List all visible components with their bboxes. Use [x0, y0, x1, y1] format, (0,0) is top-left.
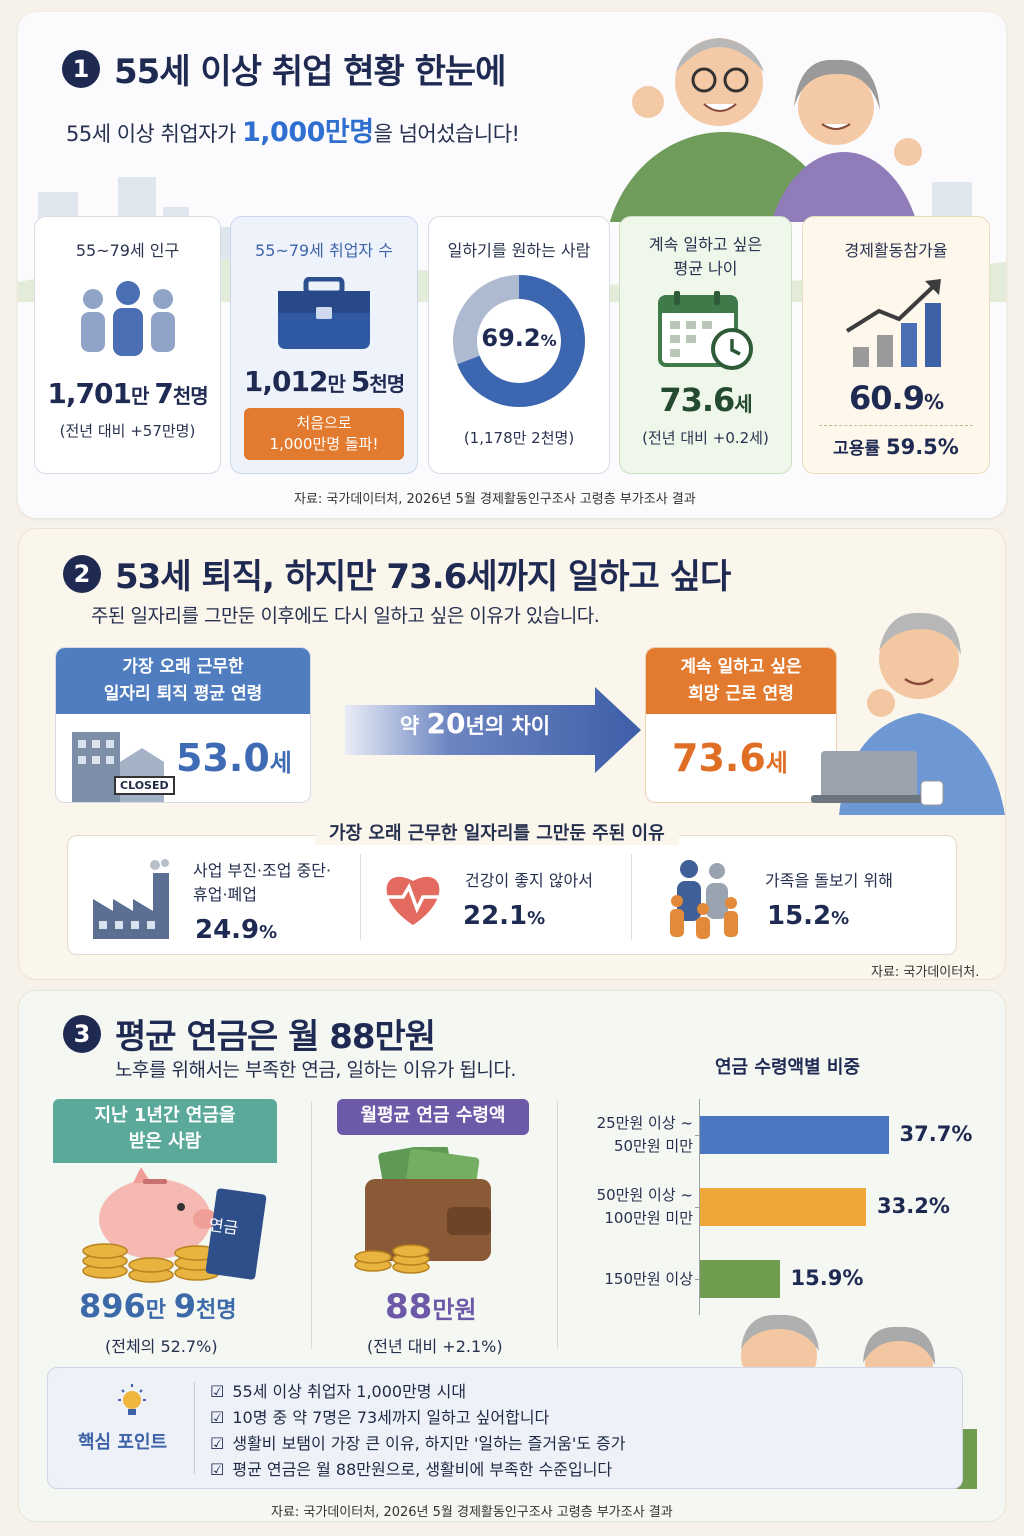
section1-heading: 1 55세 이상 취업 현황 한눈에	[62, 44, 506, 93]
closed-building-icon	[72, 732, 164, 802]
bar-tick	[695, 1135, 703, 1136]
milestone-badge: 처음으로 1,000만명 돌파!	[244, 408, 404, 460]
section-number-badge: 3	[63, 1014, 101, 1053]
bar	[700, 1188, 866, 1226]
stat-card-employed: 55~79세 취업자 수 1,012만 5천명 처음으로 1,000만명 돌파!	[230, 216, 418, 474]
bar-tick	[695, 1207, 703, 1208]
checkbox-icon: ☑	[210, 1434, 225, 1453]
reason-business-value: 24.9%	[195, 915, 278, 945]
population-change: (전년 대비 +57만명)	[59, 422, 196, 440]
retirement-age-value: 53.0세	[176, 736, 292, 780]
bar-category-label: 25만원 이상 ~50만원 미만	[596, 1114, 693, 1155]
monthly-pension-head: 월평균 연금 수령액	[337, 1099, 529, 1135]
card-label: 경제활동참가율	[844, 241, 948, 260]
reason-family-value: 15.2%	[767, 901, 850, 931]
want-work-count: (1,178만 2천명)	[463, 429, 575, 447]
participation-value: 60.9%	[849, 379, 944, 417]
reason-health-label: 건강이 좋지 않아서	[465, 871, 593, 890]
key-point-item: ☑ 평균 연금은 월 88만원으로, 생활비에 부족한 수준입니다	[210, 1460, 613, 1479]
key-points-title: 핵심 포인트	[78, 1432, 168, 1453]
donut-value: 69.2%	[481, 324, 557, 352]
donut-arc-value	[453, 275, 585, 407]
briefcase-icon	[278, 276, 370, 349]
key-point-item: ☑ 55세 이상 취업자 1,000만명 시대	[210, 1382, 467, 1401]
stat-card-want-work: 일하기를 원하는 사람 69.2% (1,178만 2천명)	[428, 216, 610, 474]
source-note: 자료: 국가데이터처, 2026년 5월 경제활동인구조사 고령층 부가조사 결…	[271, 1505, 673, 1520]
donut-chart: 69.2%	[449, 271, 589, 411]
bar-value-label: 33.2%	[877, 1194, 950, 1218]
checkbox-icon: ☑	[210, 1382, 225, 1401]
reason-health-value: 22.1%	[463, 901, 546, 931]
key-points-panel: 핵심 포인트 ☑ 55세 이상 취업자 1,000만명 시대 ☑ 10명 중 약 7…	[47, 1367, 963, 1489]
section-number-badge: 2	[63, 554, 101, 593]
reason-family-label: 가족을 돌보기 위해	[765, 871, 893, 890]
population-value: 1,701만 7천명	[47, 377, 208, 410]
section-retirement-age: 2 53세 퇴직, 하지만 73.6세까지 일하고 싶다 주된 일자리를 그만둔…	[18, 528, 1006, 980]
card-label: 55~79세 인구	[75, 241, 180, 260]
desired-work-age-value: 73.6세	[672, 736, 788, 780]
highlight-10-million: 1,000만명	[242, 117, 374, 148]
source-note: 자료: 국가데이터처.	[871, 965, 980, 980]
source-note: 자료: 국가데이터처, 2026년 5월 경제활동인구조사 고령층 부가조사 결…	[294, 492, 696, 507]
section-number-badge: 1	[62, 49, 100, 88]
closed-sign: CLOSED	[114, 776, 175, 795]
desired-age-change: (전년 대비 +0.2세)	[642, 429, 769, 447]
checkbox-icon: ☑	[210, 1460, 225, 1479]
lightbulb-icon	[118, 1384, 146, 1415]
recipients-head: 지난 1년간 연금을 받은 사람	[53, 1099, 277, 1163]
bar-value-label: 37.7%	[899, 1122, 973, 1146]
recipients-value: 896만 9천명	[79, 1287, 237, 1325]
stat-card-population: 55~79세 인구 1,701만 7천명 (전년 대비 +57만명)	[34, 216, 221, 474]
senior-at-laptop-illustration	[811, 612, 1005, 815]
retirement-reasons-panel	[67, 835, 957, 955]
bar	[700, 1116, 889, 1154]
monthly-pension-change: (전년 대비 +2.1%)	[367, 1337, 503, 1356]
pension-book-label: 연금	[207, 1215, 240, 1238]
card-label: 일하기를 원하는 사람	[447, 241, 591, 260]
section3-heading: 3 평균 연금은 월 88만원	[63, 1009, 436, 1058]
desired-age-value: 73.6세	[659, 381, 752, 419]
section-employment-overview: 1 55세 이상 취업 현황 한눈에 55세 이상 취업자가 1,000만명을 …	[18, 12, 1006, 518]
chart-title: 연금 수령액별 비중	[715, 1057, 861, 1078]
section-pension: 3 평균 연금은 월 88만원 노후를 위해서는 부족한 연금, 일하는 이유가…	[18, 990, 1006, 1522]
growth-chart-icon	[845, 279, 941, 367]
reasons-title: 가장 오래 근무한 일자리를 그만둔 주된 이유	[315, 819, 679, 845]
family-icon	[670, 860, 738, 939]
recipients-note: (전체의 52.7%)	[105, 1337, 218, 1356]
section2-subtitle: 주된 일자리를 그만둔 이후에도 다시 일하고 싶은 이유가 있습니다.	[91, 605, 600, 627]
bar	[700, 1260, 780, 1298]
reason-business-label: 사업 부진·조업 중단· 휴업·폐업	[193, 861, 332, 904]
bar-category-label: 50만원 이상 ~100만원 미만	[596, 1186, 693, 1227]
section2-title: 53세 퇴직, 하지만 73.6세까지 일하고 싶다	[115, 557, 731, 597]
employment-rate: 고용률 59.5%	[833, 435, 959, 459]
bar-tick	[695, 1279, 703, 1280]
section2-heading: 2 53세 퇴직, 하지만 73.6세까지 일하고 싶다	[63, 549, 731, 598]
card-label: 계속 일하고 싶은 평균 나이	[648, 235, 763, 278]
bar-category-label: 150만원 이상	[604, 1269, 693, 1288]
monthly-pension-value: 88만원	[385, 1287, 477, 1327]
cheering-seniors-illustration	[609, 38, 922, 222]
desired-work-age-box: 계속 일하고 싶은 희망 근로 연령 73.6세	[645, 647, 837, 803]
calendar-clock-icon	[657, 291, 753, 370]
checkbox-icon: ☑	[210, 1408, 225, 1427]
bar-value-label: 15.9%	[790, 1266, 864, 1290]
key-point-item: ☑ 10명 중 약 7명은 73세까지 일하고 싶어합니다	[210, 1408, 550, 1427]
heart-pulse-icon	[386, 876, 440, 925]
employed-value: 1,012만 5천명	[243, 365, 405, 398]
retirement-age-box: 가장 오래 근무한 일자리 퇴직 평균 연령 CLOSED 53.0세	[55, 647, 311, 803]
gap-arrow-label: 약 20년의 차이	[399, 707, 551, 740]
stat-card-desired-age: 계속 일하고 싶은 평균 나이 73.6세 (전년 대비 +0.2세)	[619, 216, 792, 474]
section1-title: 55세 이상 취업 현황 한눈에	[114, 52, 506, 92]
key-point-item: ☑ 생활비 보탬이 가장 큰 이유, 하지만 '일하는 즐거움'도 증가	[210, 1434, 626, 1453]
stat-card-participation: 경제활동참가율 60.9% 고용률 59.5%	[802, 216, 990, 474]
section3-subtitle: 노후를 위해서는 부족한 연금, 일하는 이유가 됩니다.	[115, 1059, 516, 1081]
gap-arrow	[345, 687, 641, 773]
card-label: 55~79세 취업자 수	[255, 241, 393, 260]
section3-title: 평균 연금은 월 88만원	[115, 1017, 436, 1057]
piggy-bank-pension-book-icon	[82, 1167, 267, 1283]
people-icon	[80, 281, 175, 356]
section1-subtitle: 55세 이상 취업자가 1,000만명을 넘어섰습니다!	[66, 117, 520, 148]
factory-icon	[93, 859, 169, 939]
wallet-money-icon	[354, 1147, 491, 1274]
